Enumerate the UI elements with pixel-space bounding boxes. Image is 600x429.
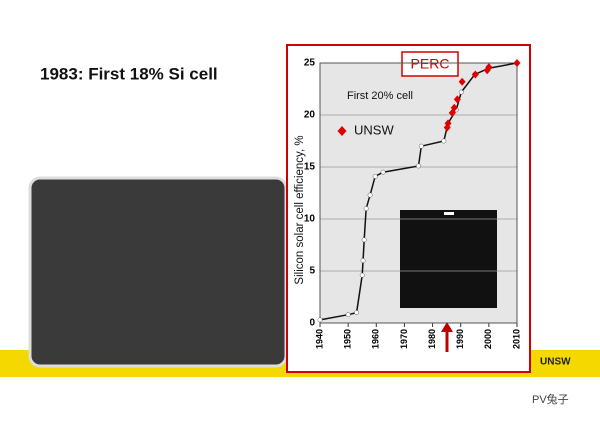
- point: [380, 169, 386, 175]
- y-tick-label: 25: [304, 58, 316, 69]
- annotation: First 20% cell: [347, 90, 413, 102]
- y-tick-label: 5: [309, 266, 315, 277]
- y-tick-label: 10: [304, 214, 316, 225]
- x-tick-label: 1980: [427, 329, 437, 349]
- point: [416, 163, 421, 169]
- legend-marker: [337, 126, 347, 136]
- plot: 0 5 10 15 20 25 1940 1950 1960 1970 1980 1990 2000 20…: [304, 58, 522, 349]
- legend-label: UNSW: [354, 122, 394, 137]
- diamond: [458, 77, 466, 86]
- x-tick-label: 2010: [511, 329, 521, 349]
- point: [441, 138, 447, 144]
- point: [317, 317, 323, 323]
- photo: [28, 176, 288, 368]
- cell-busbar: [444, 212, 454, 215]
- slide-title: 1983: First 18% Si cell: [40, 64, 218, 83]
- arrow-head: [441, 322, 453, 332]
- y-tick-label: 0: [309, 318, 315, 329]
- point: [354, 310, 359, 315]
- y-tick-label: 20: [304, 110, 316, 121]
- y-axis-label: Silicon solar cell efficiency, %: [294, 135, 306, 284]
- diamond: [471, 70, 479, 79]
- annotation: PERC: [411, 56, 450, 72]
- x-tick-label: 1970: [399, 329, 409, 349]
- x-tick-label: 1960: [371, 329, 381, 349]
- perc-box: [401, 51, 459, 77]
- x-tick-label: 1990: [455, 329, 465, 349]
- x-tick-label: 1950: [343, 329, 353, 349]
- point: [359, 272, 365, 278]
- diamond: [450, 103, 458, 112]
- diamond: [444, 119, 452, 128]
- point: [372, 173, 378, 179]
- y-tick-label: 15: [304, 162, 316, 173]
- point: [345, 312, 351, 318]
- cell-image: [400, 210, 497, 308]
- logo: UNSW: [540, 357, 571, 368]
- point: [363, 206, 369, 212]
- watermark: PV兔子: [532, 392, 569, 406]
- point: [360, 258, 366, 263]
- diamond: [513, 59, 521, 67]
- x-tick-label: 2000: [483, 329, 493, 349]
- point: [367, 192, 373, 198]
- point: [458, 89, 464, 95]
- point: [418, 143, 424, 149]
- x-tick-label: 1940: [314, 329, 324, 349]
- diamond: [453, 95, 461, 104]
- diamond: [485, 63, 493, 72]
- plot-border: [319, 62, 518, 324]
- point: [361, 237, 367, 243]
